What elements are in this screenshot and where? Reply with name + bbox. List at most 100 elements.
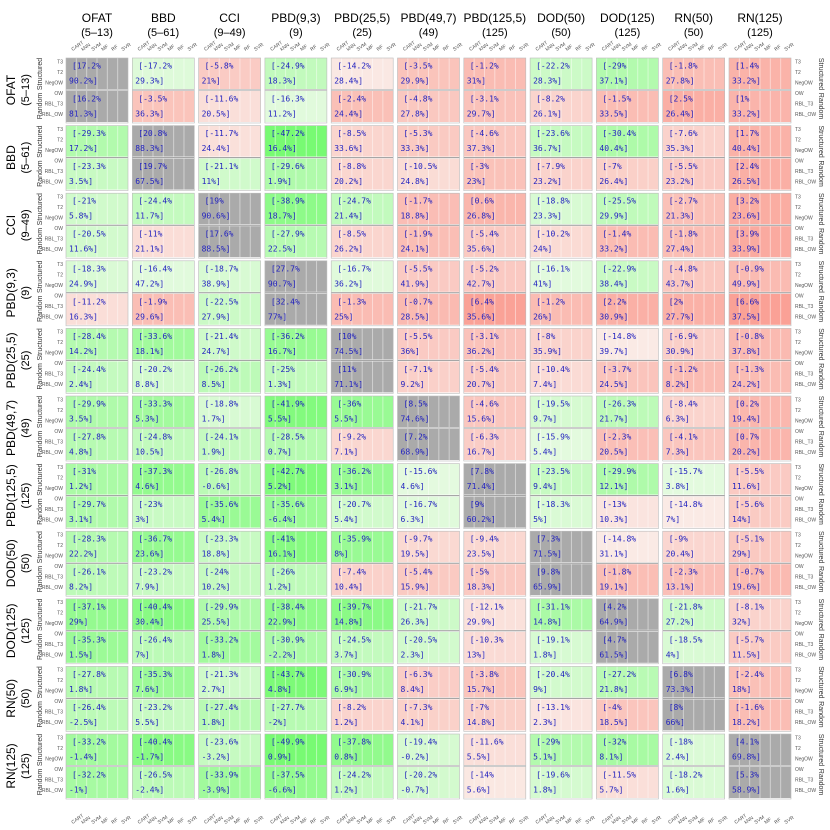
interval-high: 1.3%] <box>268 380 292 389</box>
x-label-bottom: RF <box>243 817 252 826</box>
panel: [19% 90.6%] [17.6% 88.5%] <box>198 192 261 259</box>
y-label-right: NegOW <box>795 283 813 289</box>
interval-low: [-36.2% <box>337 467 371 476</box>
panel-frame <box>529 530 593 597</box>
block-label-left: Structured <box>37 58 44 90</box>
interval-low: [-20.2% <box>138 365 172 374</box>
x-label-top: SVR <box>253 42 265 53</box>
heat-block <box>596 91 659 122</box>
heat-block <box>596 396 659 427</box>
panel: [-37.8% 0.8%] [-24.2% 1.2%] <box>330 733 394 800</box>
column-name: CCI <box>219 11 240 25</box>
panel-frame <box>662 125 726 191</box>
heat-block <box>397 260 460 292</box>
panel: [10% 74.5%] [11% 71.1%] <box>330 328 394 394</box>
panel: [-16.1% 41%] [-1.2% 26%] <box>529 260 593 327</box>
interval-low: [-33.2% <box>205 635 239 644</box>
panel: [17.2% 90.2%] [16.2% 81.3%] <box>65 57 129 124</box>
interval-high: -2.5%] <box>69 718 98 727</box>
panel: [20.8% 88.3%] [19.7% 67.5%] <box>132 125 195 191</box>
interval-high: 27.2%] <box>666 617 695 626</box>
interval-high: 30.4%] <box>135 617 164 626</box>
x-label-bottom: RF <box>575 817 584 826</box>
y-label-left: T3 <box>57 262 63 268</box>
panel: [-0.9% 49.9%] [6.6% 37.5%] <box>728 260 792 327</box>
interval-high: 21%] <box>202 77 221 86</box>
interval-high: 31%] <box>467 77 486 86</box>
y-label-left: T2 <box>57 273 63 279</box>
heat-block <box>264 328 327 360</box>
y-label-left: RBL_OW <box>42 585 63 591</box>
y-label-left: OW <box>54 361 63 367</box>
heat-block <box>662 260 725 292</box>
interval-low: [-23.6% <box>205 738 239 747</box>
interval-high: 6.3%] <box>666 415 690 424</box>
y-label-right: RBL_OW <box>795 179 816 185</box>
panel-frame <box>330 463 394 529</box>
panel-frame <box>596 530 659 597</box>
y-label-right: OW <box>795 361 804 367</box>
heat-block <box>729 429 791 460</box>
x-label-top: SVM <box>90 42 102 53</box>
interval-high: 5.6%] <box>467 786 491 795</box>
x-label-bottom: kNN <box>743 815 755 826</box>
interval-low: [-9% <box>669 535 688 544</box>
interval-low: [-4% <box>602 703 621 712</box>
heat-block <box>66 158 128 190</box>
heat-block <box>264 193 327 225</box>
interval-low: [-30.4% <box>602 129 636 138</box>
y-label-left: RBL_OW <box>42 315 63 321</box>
heat-block <box>729 226 791 258</box>
y-label-right: OW <box>795 699 804 705</box>
interval-high: 74.5%] <box>334 347 363 356</box>
interval-high: 18.2%] <box>732 718 761 727</box>
heat-block <box>132 361 195 393</box>
interval-high: 3.1%] <box>334 482 358 491</box>
y-label-left: T2 <box>57 137 63 143</box>
interval-low: [32.4% <box>271 297 300 306</box>
interval-low: [-24% <box>205 568 229 577</box>
panel: [-16.7% 36.2%] [-1.3% 25%] <box>330 260 394 327</box>
panel-frame <box>264 125 328 191</box>
interval-high: 24.1%] <box>401 245 430 254</box>
interval-low: [-19.1% <box>536 635 570 644</box>
heat-block <box>264 91 327 122</box>
panel: [3.2% 23.6%] [3.9% 33.9%] <box>728 192 792 259</box>
heat-block <box>596 125 659 157</box>
interval-low: [-40.4% <box>138 602 172 611</box>
interval-high: 5.2%] <box>268 482 292 491</box>
interval-high: 1.8%] <box>69 685 93 694</box>
interval-high: 8.4%] <box>401 685 425 694</box>
interval-high: -0.7%] <box>401 786 430 795</box>
x-label-bottom: SVR <box>651 815 663 826</box>
interval-high: 15.6%] <box>467 415 496 424</box>
interval-high: 29.6%] <box>135 312 164 321</box>
interval-high: 5.5%] <box>135 718 159 727</box>
row-range: (9–49) <box>20 209 32 241</box>
interval-high: 40.4%] <box>599 144 628 153</box>
panel-frame <box>330 530 394 597</box>
y-label-left: RBL_OW <box>42 112 63 118</box>
interval-low: [-47.2% <box>271 129 305 138</box>
panel: [-29.9% 25.5%] [-33.2% 1.8%] <box>198 598 261 665</box>
interval-low: [-8.5% <box>337 129 366 138</box>
panel-frame <box>198 463 261 529</box>
panel: [4.2% 64.9%] [4.7% 61.5%] <box>596 598 659 665</box>
y-label-right: T2 <box>795 340 801 346</box>
heat-block <box>331 631 394 663</box>
panel-frame <box>662 192 726 259</box>
y-label-left: RBL_OW <box>42 788 63 794</box>
heat-block <box>331 125 394 157</box>
interval-high: 24.7%] <box>202 347 231 356</box>
y-label-right: RBL_OW <box>795 112 816 118</box>
interval-high: 11%] <box>202 177 221 186</box>
interval-high: 24.5%] <box>599 380 628 389</box>
block-label-right: Random <box>817 431 824 458</box>
block-label-right: Structured <box>817 396 824 428</box>
x-label-top: RF <box>575 44 584 53</box>
row-range: (25) <box>20 351 32 371</box>
heat-block <box>198 58 261 89</box>
heat-block <box>397 496 460 528</box>
heat-block <box>530 496 593 528</box>
interval-high: 29.9%] <box>401 77 430 86</box>
